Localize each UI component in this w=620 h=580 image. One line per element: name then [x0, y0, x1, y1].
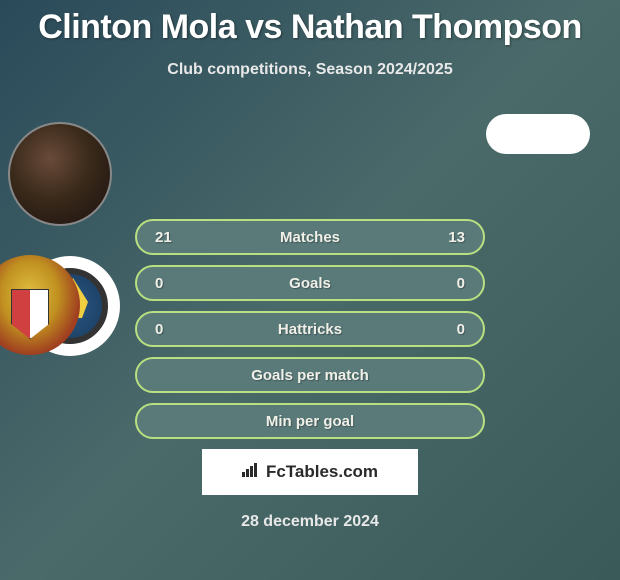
- stat-row-goals: 0 Goals 0: [135, 265, 485, 301]
- stat-label: Hattricks: [278, 321, 342, 338]
- subtitle: Club competitions, Season 2024/2025: [0, 61, 620, 79]
- player-left-avatar: [8, 122, 112, 226]
- stat-left-value: 0: [155, 321, 163, 338]
- stat-row-matches: 21 Matches 13: [135, 219, 485, 255]
- stat-row-min-per-goal: Min per goal: [135, 403, 485, 439]
- stat-right-value: 0: [457, 321, 465, 338]
- stat-label: Goals: [289, 275, 331, 292]
- player-right-avatar: [486, 114, 590, 154]
- stats-area: 21 Matches 13 0 Goals 0 0 Hattricks 0 Go…: [65, 219, 555, 531]
- stat-left-value: 0: [155, 275, 163, 292]
- stat-label: Matches: [280, 229, 340, 246]
- stat-left-value: 21: [155, 229, 172, 246]
- chart-icon: [242, 463, 260, 481]
- date-line: 28 december 2024: [65, 513, 555, 531]
- attribution-text: FcTables.com: [266, 462, 378, 482]
- stat-right-value: 13: [448, 229, 465, 246]
- stat-label: Min per goal: [266, 413, 354, 430]
- page-title: Clinton Mola vs Nathan Thompson: [0, 0, 620, 47]
- attribution-badge: FcTables.com: [202, 449, 418, 495]
- stat-right-value: 0: [457, 275, 465, 292]
- stat-label: Goals per match: [251, 367, 369, 384]
- stat-row-hattricks: 0 Hattricks 0: [135, 311, 485, 347]
- stat-row-goals-per-match: Goals per match: [135, 357, 485, 393]
